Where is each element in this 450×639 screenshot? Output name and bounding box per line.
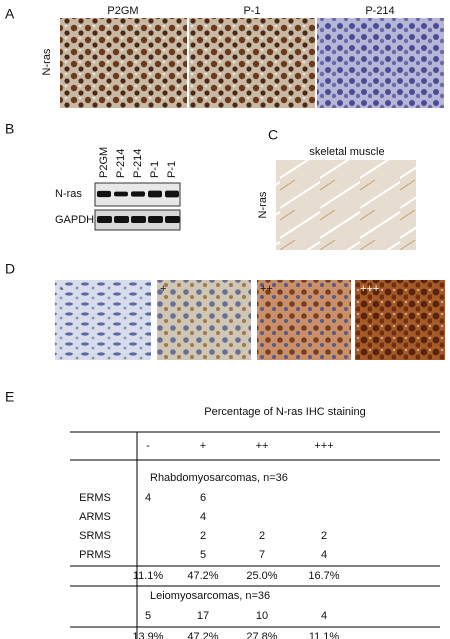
table-title: Percentage of N-ras IHC staining — [204, 406, 365, 418]
micrograph — [60, 18, 187, 108]
band — [165, 190, 179, 198]
total: 16.7% — [308, 570, 339, 582]
column-header: - — [146, 440, 150, 452]
band — [97, 190, 111, 198]
panel-a: A N-ras P2GM P-1 P-214 — [5, 5, 444, 108]
section-title: Leiomyosarcomas, n=36 — [150, 590, 270, 602]
row-label: N-ras — [257, 191, 269, 218]
column-header: ++ — [256, 440, 269, 452]
band — [131, 191, 145, 197]
lane-label: P-214 — [132, 149, 144, 178]
total: 11.1% — [133, 570, 164, 582]
band — [131, 216, 146, 223]
band — [97, 216, 112, 223]
row-label: N-ras — [55, 188, 82, 200]
row-label: ERMS — [79, 492, 111, 504]
total: 47.2% — [187, 570, 218, 582]
lane-label: P-214 — [115, 149, 127, 178]
row-label: PRMS — [79, 549, 111, 561]
band — [148, 190, 162, 198]
row-label: GAPDH — [55, 214, 94, 226]
micrograph — [157, 280, 251, 360]
row-label: SRMS — [79, 530, 111, 542]
cell: 6 — [200, 492, 206, 504]
panel-label: A — [5, 6, 15, 22]
micrograph — [276, 160, 416, 250]
panel-b: B N-ras GAPDH P2GM P-214 P-214 P-1 P-1 — [5, 121, 181, 231]
lane-label: P-1 — [149, 161, 161, 178]
cell: 5 — [200, 549, 206, 561]
score: + — [160, 283, 166, 295]
image-title: P-214 — [365, 5, 394, 17]
lane-label: P-1 — [166, 161, 178, 178]
cell: 4 — [321, 549, 327, 561]
row-label: ARMS — [79, 511, 111, 523]
cell: 7 — [259, 549, 265, 561]
band — [114, 191, 128, 197]
band — [165, 216, 180, 223]
micrograph — [55, 280, 151, 360]
image-title: P-1 — [243, 5, 260, 17]
cell: 2 — [321, 530, 327, 542]
panel-c: C skeletal muscle N-ras — [257, 127, 416, 250]
cell: 10 — [256, 610, 268, 622]
micrograph — [189, 18, 315, 108]
cell: 2 — [200, 530, 206, 542]
band — [148, 216, 163, 223]
panel-label: E — [5, 389, 14, 405]
total: 13.9% — [132, 631, 163, 639]
score: - — [60, 283, 64, 295]
score: +++ — [360, 283, 379, 295]
panel-d: D - + ++ +++ — [5, 261, 445, 360]
total: 11.1% — [309, 631, 340, 639]
cell: 4 — [200, 511, 206, 523]
panel-e: E Percentage of N-ras IHC staining - + ++ +… — [5, 389, 440, 639]
panel-label: D — [5, 261, 15, 277]
cell: 4 — [321, 610, 327, 622]
panel-label: C — [268, 127, 278, 143]
row-label: N-ras — [41, 48, 53, 75]
lane-label: P2GM — [98, 147, 110, 178]
cell: 17 — [197, 610, 209, 622]
micrograph — [317, 18, 444, 108]
total: 27.8% — [246, 631, 277, 639]
band — [114, 216, 129, 223]
section-title: Rhabdomyosarcomas, n=36 — [150, 472, 288, 484]
total: 47.2% — [187, 631, 218, 639]
panel-label: B — [5, 121, 14, 137]
image-title: P2GM — [107, 5, 138, 17]
micrograph — [257, 280, 351, 360]
total: 25.0% — [246, 570, 277, 582]
micrograph — [355, 280, 445, 360]
cell: 4 — [145, 492, 151, 504]
cell: 2 — [259, 530, 265, 542]
column-header: +++ — [314, 440, 333, 452]
column-header: + — [200, 440, 206, 452]
cell: 5 — [145, 610, 151, 622]
image-title: skeletal muscle — [309, 146, 384, 158]
score: ++ — [260, 283, 273, 295]
